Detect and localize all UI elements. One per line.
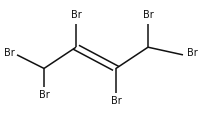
Text: Br: Br xyxy=(187,48,198,57)
Text: Br: Br xyxy=(4,48,15,57)
Text: Br: Br xyxy=(39,90,49,100)
Text: Br: Br xyxy=(71,10,81,20)
Text: Br: Br xyxy=(143,10,153,20)
Text: Br: Br xyxy=(111,96,121,106)
